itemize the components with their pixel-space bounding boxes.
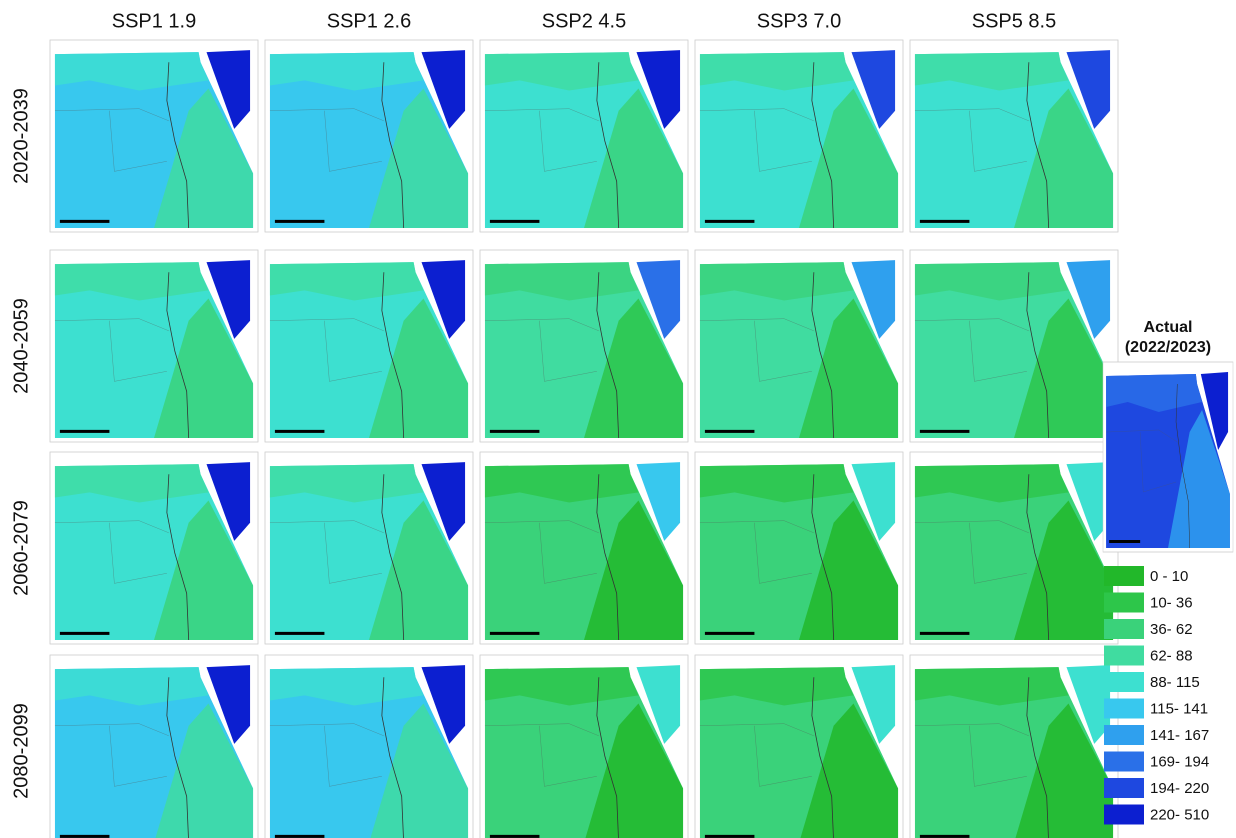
map-panel — [480, 40, 688, 232]
row-label: 2040-2059 — [10, 298, 32, 394]
legend-swatch — [1104, 805, 1144, 825]
legend-label: 194- 220 — [1150, 780, 1209, 797]
legend-swatch — [1104, 593, 1144, 613]
legend-label: 36- 62 — [1150, 621, 1193, 638]
legend-swatch — [1104, 699, 1144, 719]
map-panel — [480, 250, 688, 442]
legend-label: 141- 167 — [1150, 727, 1209, 744]
map-scalebar — [60, 430, 110, 433]
legend-swatch — [1104, 752, 1144, 772]
map-scalebar — [920, 220, 970, 223]
legend-label: 169- 194 — [1150, 753, 1209, 770]
map-scalebar — [60, 632, 110, 635]
map-scalebar — [275, 632, 325, 635]
column-header: SSP1 2.6 — [327, 10, 412, 32]
column-header: SSP5 8.5 — [972, 10, 1057, 32]
map-panel — [480, 655, 688, 838]
row-label: 2060-2079 — [10, 500, 32, 596]
actual-title: Actual — [1144, 319, 1193, 336]
legend-swatch — [1104, 672, 1144, 692]
map-panel — [695, 452, 903, 644]
column-header: SSP3 7.0 — [757, 10, 842, 32]
legend-label: 220- 510 — [1150, 806, 1209, 823]
legend-swatch — [1104, 646, 1144, 666]
actual-map — [1103, 362, 1233, 552]
legend-swatch — [1104, 566, 1144, 586]
map-panel — [265, 250, 473, 442]
map-scalebar — [920, 430, 970, 433]
map-scalebar — [705, 430, 755, 433]
figure: Actual (2022/2023) SSP1 1.9 SSP1 2.6 SSP2 … — [0, 0, 1236, 838]
map-scalebar — [60, 220, 110, 223]
column-header: SSP1 1.9 — [112, 10, 197, 32]
legend-swatch — [1104, 778, 1144, 798]
map-scalebar — [490, 220, 540, 223]
legend-label: 0 - 10 — [1150, 568, 1188, 585]
map-panel — [50, 655, 258, 838]
row-label: 2080-2099 — [10, 703, 32, 799]
map-panel — [265, 452, 473, 644]
map-panel — [480, 452, 688, 644]
map-scalebar — [275, 430, 325, 433]
map-scalebar — [705, 220, 755, 223]
map-scalebar — [1109, 540, 1140, 543]
map-panel — [265, 40, 473, 232]
map-panel — [910, 250, 1118, 442]
legend-swatch — [1104, 725, 1144, 745]
map-scalebar — [490, 632, 540, 635]
legend-label: 10- 36 — [1150, 594, 1193, 611]
map-scalebar — [275, 220, 325, 223]
legend-label: 88- 115 — [1150, 674, 1200, 691]
map-scalebar — [490, 835, 540, 838]
map-scalebar — [490, 430, 540, 433]
legend-swatch — [1104, 619, 1144, 639]
legend-label: 62- 88 — [1150, 647, 1193, 664]
map-scalebar — [275, 835, 325, 838]
map-panel — [910, 452, 1118, 644]
map-panel — [695, 655, 903, 838]
map-panel — [910, 655, 1118, 838]
map-panel — [50, 250, 258, 442]
map-panel — [265, 655, 473, 838]
map-panel — [695, 40, 903, 232]
map-scalebar — [705, 632, 755, 635]
actual-period: (2022/2023) — [1125, 339, 1211, 356]
map-scalebar — [705, 835, 755, 838]
map-panel — [910, 40, 1118, 232]
column-header: SSP2 4.5 — [542, 10, 627, 32]
map-panel — [50, 452, 258, 644]
row-label: 2020-2039 — [10, 88, 32, 184]
map-scalebar — [60, 835, 110, 838]
map-panel — [50, 40, 258, 232]
map-panel — [695, 250, 903, 442]
legend-label: 115- 141 — [1150, 700, 1208, 717]
map-scalebar — [920, 835, 970, 838]
map-scalebar — [920, 632, 970, 635]
